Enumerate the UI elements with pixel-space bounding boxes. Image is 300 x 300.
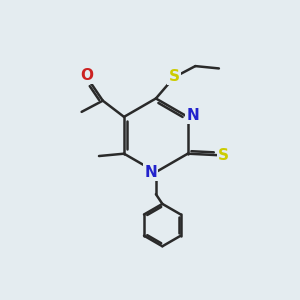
Text: S: S: [169, 69, 180, 84]
Text: S: S: [218, 148, 229, 163]
Text: O: O: [80, 68, 93, 82]
Text: N: N: [187, 108, 200, 123]
Text: N: N: [144, 165, 157, 180]
